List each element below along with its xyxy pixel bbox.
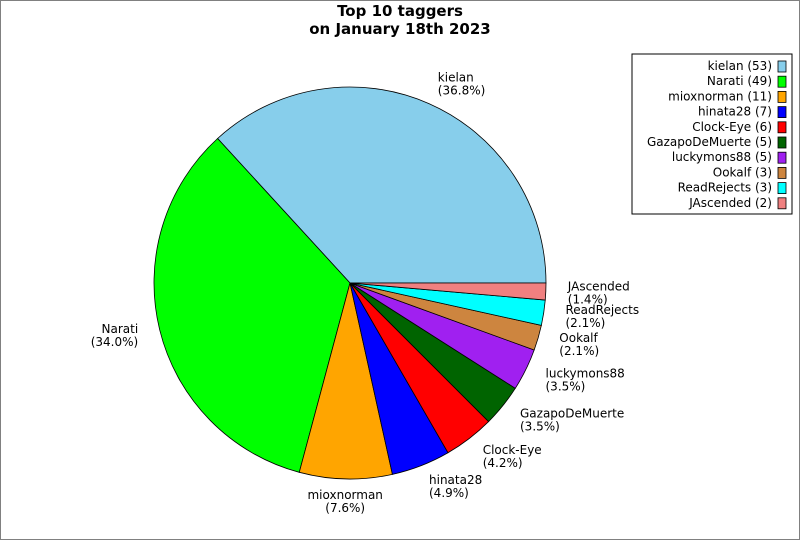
legend-box	[631, 53, 793, 215]
slice-label-clock-eye: Clock-Eye(4.2%)	[483, 443, 542, 470]
legend-swatch	[777, 182, 787, 195]
legend-label: hinata28 (7)	[698, 105, 772, 119]
legend-swatch	[777, 197, 787, 210]
slice-label-readrejects: ReadRejects(2.1%)	[566, 303, 640, 330]
slice-label-luckymons88: luckymons88(3.5%)	[546, 366, 625, 393]
legend-label: Clock-Eye (6)	[692, 120, 772, 134]
legend-item-hinata28: hinata28 (7)	[698, 105, 787, 119]
slice-label-narati: Narati(34.0%)	[91, 322, 138, 349]
slice-label-name: ReadRejects	[566, 303, 640, 317]
pie-labels: kielan(36.8%) Narati(34.0%) mioxnorman(7.6…	[91, 71, 639, 515]
slice-label-name: Narati	[102, 322, 139, 336]
legend-label: Ookalf (3)	[713, 165, 772, 179]
legend-label: Narati (49)	[707, 74, 772, 88]
chart-title: Top 10 taggers on January 18th 2023	[0, 2, 800, 38]
legend-swatch	[777, 75, 787, 88]
slice-label-name: kielan	[438, 71, 474, 85]
legend-swatch	[777, 151, 787, 164]
chart-title-line-1: Top 10 taggers	[337, 2, 463, 20]
legend-item-gazapodemuerte: GazapoDeMuerte (5)	[647, 135, 787, 149]
legend-label: kielan (53)	[708, 59, 772, 73]
legend-swatch	[777, 60, 787, 73]
slice-label-percent: (4.2%)	[483, 456, 523, 470]
legend-item-narati: Narati (49)	[707, 74, 787, 88]
legend-swatch	[777, 91, 787, 103]
slice-label-percent: (2.1%)	[559, 344, 599, 358]
legend-item-ookalf: Ookalf (3)	[713, 165, 787, 179]
pie-slice-jascended	[349, 282, 547, 301]
legend-label: GazapoDeMuerte (5)	[647, 135, 772, 149]
slice-label-percent: (3.5%)	[546, 379, 586, 393]
slice-label-percent: (7.6%)	[325, 501, 365, 515]
legend: kielan (53)Narati (49)mioxnorman (11) hin…	[631, 53, 793, 215]
legend-swatch	[777, 136, 787, 149]
slice-label-percent: (1.4%)	[568, 293, 608, 307]
legend-label: luckymons88 (5)	[672, 150, 772, 164]
legend-item-clock-eye: Clock-Eye (6)	[692, 120, 787, 134]
legend-swatch	[777, 121, 787, 134]
chart-title-line-2: on January 18th 2023	[309, 20, 491, 38]
legend-label: ReadRejects (3)	[678, 181, 772, 195]
pie-slice-narati	[153, 137, 351, 473]
legend-swatch	[777, 106, 787, 118]
legend-item-mioxnorman: mioxnorman (11)	[668, 89, 787, 103]
slice-label-name: luckymons88	[546, 366, 625, 380]
legend-item-kielan: kielan (53)	[708, 59, 787, 73]
slice-label-percent: (34.0%)	[91, 335, 138, 349]
pie-slices	[153, 86, 547, 480]
slice-label-gazapodemuerte: GazapoDeMuerte(3.5%)	[520, 407, 624, 434]
slice-label-name: hinata28	[429, 473, 482, 487]
slice-label-name: mioxnorman	[307, 488, 382, 502]
slice-label-percent: (36.8%)	[438, 84, 485, 98]
pie-slice-mioxnorman	[298, 282, 393, 480]
slice-label-kielan: kielan(36.8%)	[438, 71, 485, 98]
legend-swatch	[777, 166, 787, 179]
slice-label-mioxnorman: mioxnorman(7.6%)	[307, 488, 382, 515]
legend-label: JAscended (2)	[688, 196, 772, 210]
pie-slice-kielan	[217, 86, 547, 284]
slice-label-percent: (3.5%)	[520, 420, 560, 434]
slice-label-jascended: JAscended(1.4%)	[567, 280, 630, 307]
legend-item-readrejects: ReadRejects (3)	[678, 181, 787, 195]
legend-item-jascended: JAscended (2)	[688, 196, 787, 210]
slice-label-percent: (2.1%)	[566, 316, 606, 330]
slice-label-name: Clock-Eye	[483, 443, 542, 457]
slice-label-ookalf: Ookalf(2.1%)	[559, 331, 599, 358]
legend-item-luckymons88: luckymons88 (5)	[672, 150, 787, 164]
slice-label-name: Ookalf	[559, 331, 598, 345]
legend-label: mioxnorman (11)	[668, 89, 772, 103]
slice-label-percent: (4.9%)	[429, 486, 469, 500]
slice-label-name: JAscended	[567, 280, 630, 294]
slice-label-hinata28: hinata28(4.9%)	[429, 473, 482, 500]
slice-label-name: GazapoDeMuerte	[520, 407, 624, 421]
